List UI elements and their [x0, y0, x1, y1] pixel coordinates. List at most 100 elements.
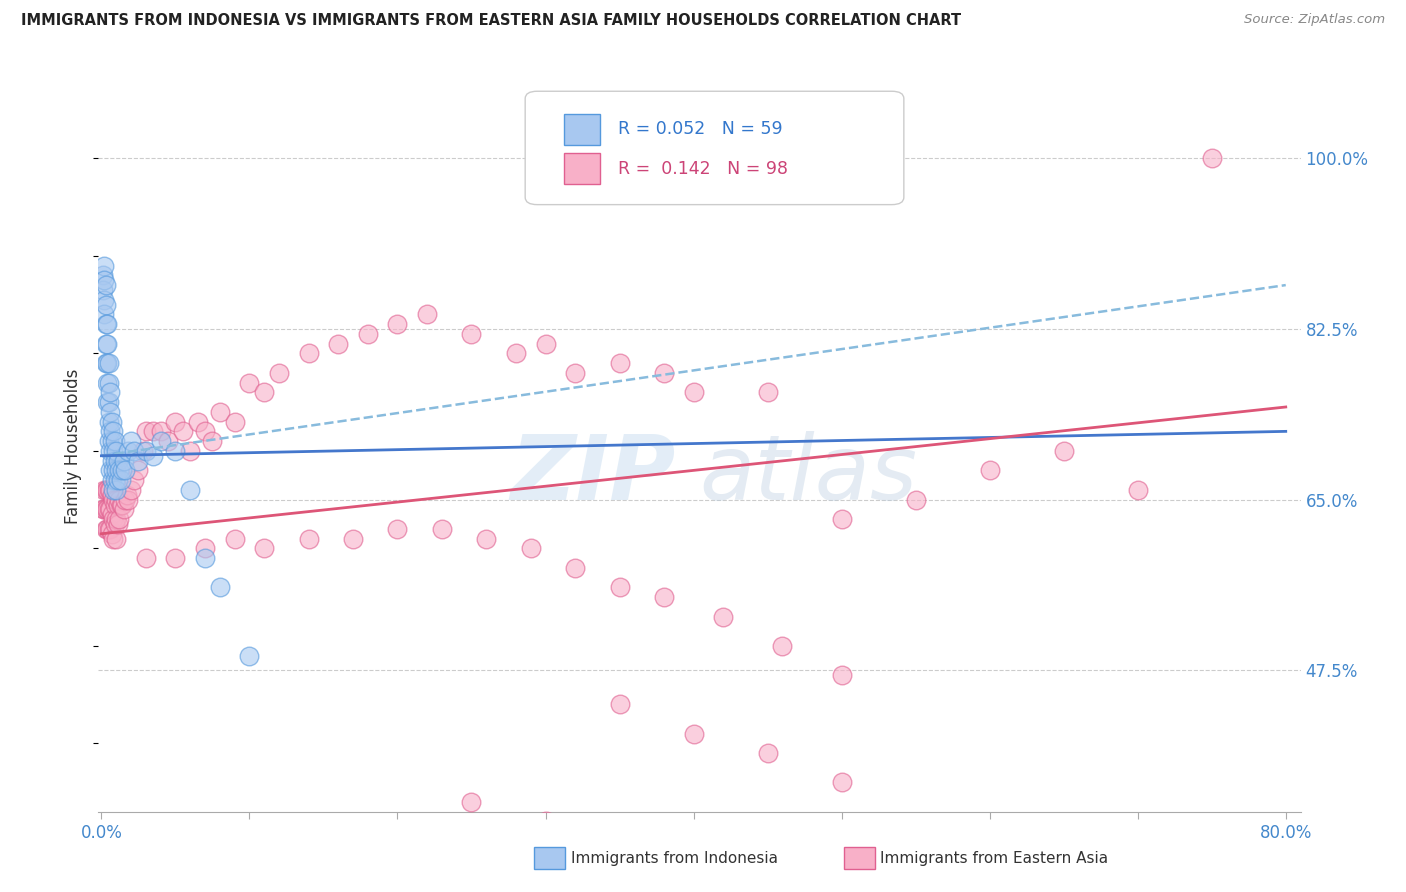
Point — [96, 336, 118, 351]
Point — [91, 268, 114, 283]
Point — [96, 522, 118, 536]
Point — [103, 532, 125, 546]
Point — [105, 532, 128, 546]
Point — [91, 502, 114, 516]
Point — [103, 492, 125, 507]
Point — [652, 590, 675, 604]
Point — [91, 283, 114, 297]
Bar — [564, 114, 600, 145]
Text: R =  0.142   N = 98: R = 0.142 N = 98 — [617, 160, 787, 178]
Point — [298, 532, 321, 546]
Point — [97, 502, 120, 516]
Point — [135, 443, 157, 458]
Point — [100, 434, 122, 449]
Point — [93, 293, 115, 307]
Point — [110, 498, 132, 512]
Point — [97, 434, 120, 449]
Point — [505, 346, 527, 360]
Point — [97, 415, 120, 429]
Point — [142, 425, 165, 439]
Point — [103, 425, 125, 439]
Point — [94, 336, 117, 351]
Point — [122, 443, 145, 458]
Point — [97, 483, 120, 497]
Point — [100, 473, 122, 487]
Point — [770, 639, 793, 653]
Point — [97, 376, 120, 390]
Point — [111, 463, 134, 477]
Point — [112, 453, 135, 467]
Point — [114, 492, 136, 507]
Point — [238, 648, 260, 663]
Point — [609, 581, 631, 595]
Point — [519, 541, 541, 556]
FancyBboxPatch shape — [526, 91, 904, 204]
Point — [831, 775, 853, 789]
Text: Immigrants from Indonesia: Immigrants from Indonesia — [571, 851, 778, 865]
Point — [165, 551, 187, 566]
Point — [179, 443, 201, 458]
Point — [534, 814, 557, 829]
Point — [534, 336, 557, 351]
Point — [108, 512, 131, 526]
Point — [94, 483, 117, 497]
Point — [387, 522, 409, 536]
Point — [108, 492, 131, 507]
Point — [107, 498, 129, 512]
Point — [711, 609, 734, 624]
Point — [98, 425, 121, 439]
Point — [103, 483, 125, 497]
Point — [156, 434, 179, 449]
Point — [149, 425, 172, 439]
Point — [298, 346, 321, 360]
Point — [127, 453, 149, 467]
Text: atlas: atlas — [700, 431, 918, 519]
Text: Immigrants from Eastern Asia: Immigrants from Eastern Asia — [880, 851, 1108, 865]
Point — [104, 498, 127, 512]
Point — [97, 395, 120, 409]
Point — [165, 443, 187, 458]
Point — [187, 415, 209, 429]
Point — [105, 443, 128, 458]
Point — [165, 415, 187, 429]
Point — [100, 453, 122, 467]
Point — [105, 463, 128, 477]
Point — [100, 526, 122, 541]
Point — [104, 434, 127, 449]
Point — [238, 376, 260, 390]
Point — [224, 532, 246, 546]
Point — [149, 434, 172, 449]
Point — [97, 522, 120, 536]
Point — [100, 415, 122, 429]
Point — [253, 541, 276, 556]
Point — [194, 541, 217, 556]
Point — [93, 273, 115, 287]
Point — [115, 488, 138, 502]
Point — [267, 366, 290, 380]
Point — [96, 502, 118, 516]
Point — [609, 698, 631, 712]
Text: IMMIGRANTS FROM INDONESIA VS IMMIGRANTS FROM EASTERN ASIA FAMILY HOUSEHOLDS CORR: IMMIGRANTS FROM INDONESIA VS IMMIGRANTS … — [21, 13, 962, 29]
Y-axis label: Family Households: Family Households — [65, 368, 83, 524]
Point — [98, 463, 121, 477]
Point — [682, 385, 704, 400]
Point — [104, 453, 127, 467]
Point — [979, 463, 1001, 477]
Point — [104, 473, 127, 487]
Point — [94, 297, 117, 311]
Point — [831, 512, 853, 526]
Point — [117, 443, 139, 458]
Point — [122, 473, 145, 487]
Point — [1201, 151, 1223, 165]
Point — [103, 443, 125, 458]
Point — [96, 376, 118, 390]
Point — [112, 502, 135, 516]
Text: Source: ZipAtlas.com: Source: ZipAtlas.com — [1244, 13, 1385, 27]
Point — [97, 356, 120, 370]
Point — [103, 463, 125, 477]
Point — [104, 516, 127, 531]
Point — [96, 356, 118, 370]
Point — [460, 795, 482, 809]
Point — [96, 395, 118, 409]
Point — [142, 449, 165, 463]
